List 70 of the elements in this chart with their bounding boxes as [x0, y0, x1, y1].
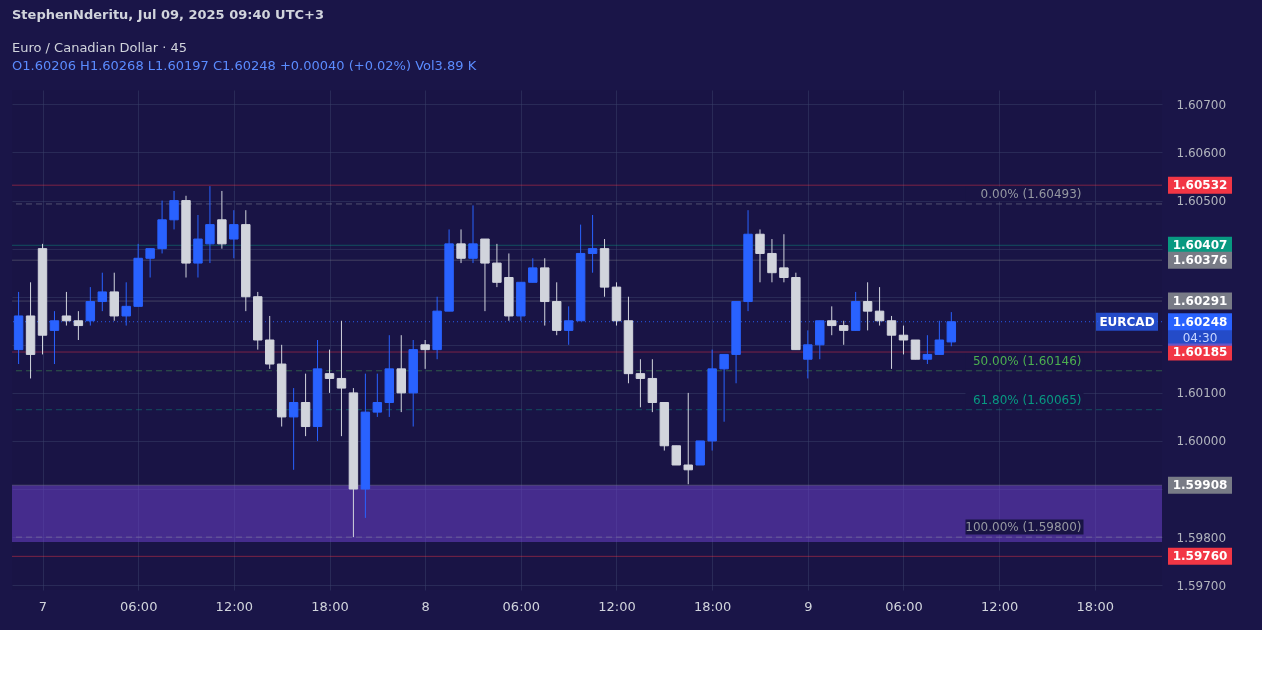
candlestick [169, 190, 179, 230]
y-tick-label: 1.60000 [1176, 434, 1227, 449]
x-tick-label: 12:00 [598, 598, 636, 614]
candlestick [838, 320, 849, 346]
candlestick [372, 373, 383, 418]
candlestick [767, 238, 777, 283]
candlestick [468, 204, 478, 264]
candlestick [145, 248, 155, 278]
candlestick [910, 339, 921, 360]
text: 04:30 [1182, 330, 1218, 345]
ref-line-label: 0.00% (1.60493) [980, 186, 1082, 201]
ref-line-label: 1.60532 [1172, 178, 1228, 193]
candlestick [635, 358, 646, 408]
x-tick-label: 8 [421, 598, 430, 614]
candlestick [803, 329, 813, 379]
candlestick [205, 185, 215, 264]
ref-line-label: 100.00% (1.59800) [965, 520, 1082, 535]
chart-subtitle: O1.60206 H1.60268 L1.60197 C1.60248 +0.00040 (+0.02%) Vol3.89 K [12, 58, 477, 73]
candlestick [288, 387, 299, 471]
y-tick-label: 1.59800 [1176, 530, 1227, 545]
x-tick-label: 12:00 [980, 598, 1019, 614]
candlestick [683, 392, 693, 485]
ref-line-label: 1.60407 [1172, 238, 1228, 253]
x-tick-label: 18:00 [693, 598, 732, 614]
candlestick [73, 310, 84, 341]
y-tick-label: 1.60500 [1176, 194, 1227, 209]
y-tick-label: 1.60700 [1176, 97, 1227, 112]
candlestick [671, 445, 682, 466]
candlestick [97, 272, 108, 312]
annotation: EURCAD [1099, 314, 1155, 329]
candlestick [922, 334, 933, 365]
ref-line-label: 61.80% (1.60065) [972, 392, 1082, 407]
candlestick [874, 286, 885, 327]
candlestick [827, 305, 837, 336]
candlestick [492, 243, 502, 288]
candlestick [755, 228, 765, 283]
ref-line-label: 1.60291 [1172, 294, 1228, 309]
chart-title: Euro / Canadian Dollar · 45 [12, 40, 187, 55]
ref-line-label: 1.60376 [1172, 253, 1228, 268]
candlestick [779, 233, 789, 283]
candlestick [420, 339, 430, 370]
candlestick [898, 325, 909, 355]
candlestick [563, 305, 574, 346]
x-tick-label: 06:00 [119, 598, 158, 614]
candlestick [719, 353, 729, 423]
x-tick-label: 9 [804, 598, 813, 614]
x-tick-label: 06:00 [502, 598, 541, 614]
candlestick [886, 315, 897, 370]
candlestick [456, 228, 466, 264]
candlestick [336, 320, 347, 437]
x-tick-label: 12:00 [215, 598, 254, 614]
y-tick-label: 1.60100 [1176, 386, 1227, 401]
candlestick [324, 349, 335, 394]
ref-line-label: 50.00% (1.60146) [972, 353, 1082, 368]
x-tick-label: 06:00 [885, 598, 923, 614]
y-tick-label: 1.59700 [1176, 578, 1227, 593]
ref-line-label: 1.59908 [1172, 478, 1228, 493]
text: StephenNderitu, Jul 09, 2025 09:40 UTC+3 [12, 7, 324, 22]
ref-line-label: 1.60248 [1172, 314, 1228, 329]
ref-line-label: 1.59760 [1172, 549, 1228, 564]
candlestick [229, 209, 239, 259]
x-tick-label: 18:00 [311, 598, 349, 614]
y-tick-label: 1.60600 [1176, 146, 1227, 160]
candlestick [528, 257, 538, 283]
x-tick-label: 7 [38, 598, 48, 614]
candlestick [61, 291, 72, 327]
candlestick [587, 214, 598, 274]
x-tick-label: 18:00 [1076, 598, 1115, 614]
ref-line-label: 1.60185 [1172, 345, 1228, 360]
candlestick [862, 281, 873, 331]
